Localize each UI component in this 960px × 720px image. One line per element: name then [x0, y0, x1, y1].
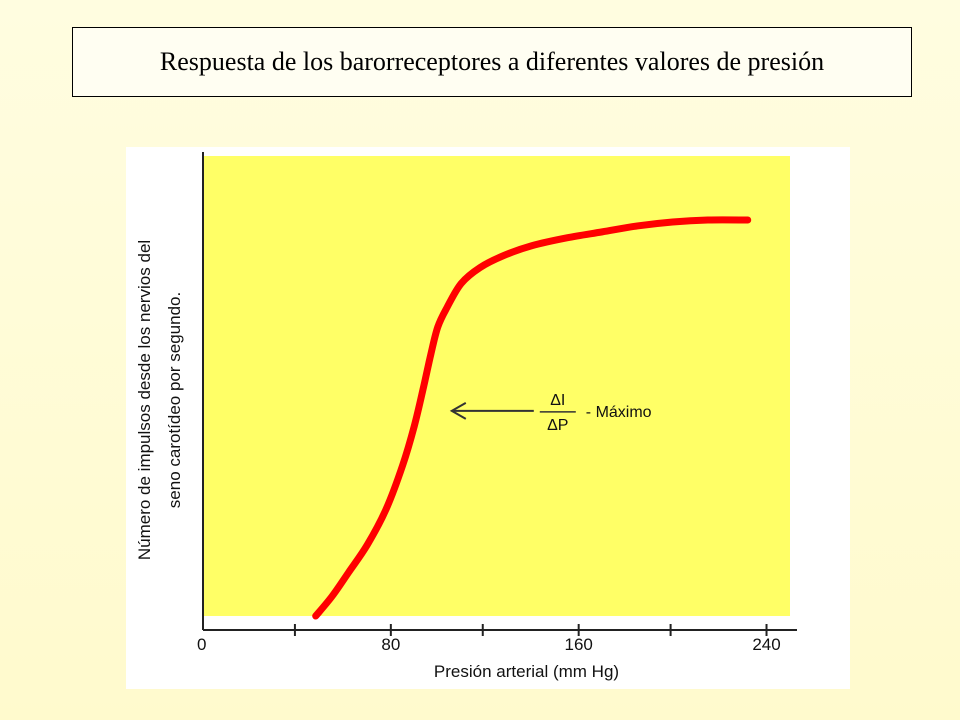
y-axis-label-line: seno carotídeo por segundo. — [165, 292, 184, 508]
series-line — [312, 216, 752, 620]
chart-title: Respuesta de los barorreceptores a difer… — [159, 47, 825, 76]
x-tick-label: 80 — [381, 635, 400, 654]
plot-area — [203, 156, 790, 616]
annotation-numerator: ΔI — [550, 392, 565, 409]
axis-labels: Presión arterial (mm Hg) Número de impuls… — [135, 240, 619, 681]
x-axis-label: Presión arterial (mm Hg) — [434, 662, 619, 681]
annotation: ΔI ΔP - Máximo — [449, 392, 652, 434]
x-tick-label: 240 — [752, 635, 780, 654]
y-axis-label-line: Número de impulsos desde los nervios del — [135, 240, 154, 560]
annotation-text: - Máximo — [586, 404, 652, 421]
x-ticks: 0 80 160 240 — [197, 624, 781, 654]
x-tick-label: 0 — [197, 635, 206, 654]
axes — [202, 152, 797, 631]
series-group — [312, 216, 752, 620]
annotation-denominator: ΔP — [547, 417, 568, 434]
x-tick-label: 160 — [564, 635, 592, 654]
title-box: Respuesta de los barorreceptores a difer… — [72, 27, 912, 97]
annotation-arrow-head — [449, 402, 467, 420]
